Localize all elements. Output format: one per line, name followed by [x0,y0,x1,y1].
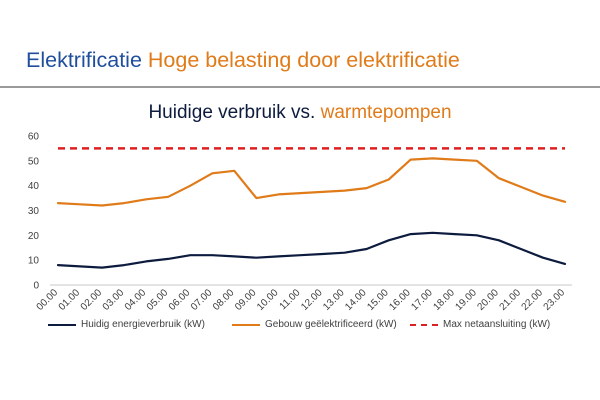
legend-item-electrified: Gebouw geëlektrificeerd (kW) [232,319,397,330]
legend-swatch-max [410,323,438,326]
x-tick-label: 01.00 [57,287,83,313]
x-tick-label: 15.00 [365,287,391,313]
legend-swatch-current [48,323,76,326]
legend-label-max: Max netaansluiting (kW) [443,319,551,330]
x-tick-label: 22.00 [520,287,546,313]
x-tick-label: 17.00 [409,287,435,313]
legend-item-current: Huidig energieverbruik (kW) [48,319,205,330]
chart-title: Huidige verbruik vs. warmtepompen [0,102,600,124]
slide-title: Elektrificatie Hoge belasting door elekt… [26,48,460,73]
x-tick-label: 11.00 [278,287,303,312]
series-line-1 [56,157,567,207]
x-tick-label: 19.00 [453,287,479,313]
legend-swatch-electrified [232,323,260,326]
y-tick-label: 50 [28,156,40,167]
legend-label-current: Huidig energieverbruik (kW) [81,319,205,330]
y-tick-label: 60 [28,132,40,143]
x-tick-label: 23.00 [542,287,568,313]
x-tick-label: 04.00 [123,287,149,313]
x-tick-label: 12.00 [299,287,325,313]
chart-legend: Huidig energieverbruik (kW) Gebouw geële… [0,319,600,339]
x-tick-label: 03.00 [101,287,127,313]
y-tick-label: 0 [33,281,39,292]
x-tick-label: 16.00 [387,287,413,313]
chart-title-part3: warmtepompen [320,102,452,123]
x-tick-label: 07.00 [189,287,215,313]
y-tick-label: 20 [28,231,40,242]
x-tick-label: 02.00 [79,287,105,313]
x-tick-label: 14.00 [343,287,369,313]
chart-title-part2: vs. [291,102,316,123]
x-tick-label: 20.00 [476,287,502,313]
legend-item-max: Max netaansluiting (kW) [410,319,550,330]
x-tick-label: 06.00 [167,287,193,313]
legend-label-electrified: Gebouw geëlektrificeerd (kW) [265,319,397,330]
x-tick-label: 13.00 [321,287,347,313]
slide-title-topic: Elektrificatie [26,48,142,72]
x-tick-label: 08.00 [211,287,237,313]
x-tick-label: 21.00 [498,287,524,313]
title-divider [0,86,600,88]
x-tick-label: 10.00 [255,287,281,313]
y-tick-label: 40 [28,181,40,192]
x-tick-label: 09.00 [233,287,259,313]
y-tick-label: 30 [28,206,40,217]
y-tick-label: 10 [28,256,40,267]
slide-title-subtitle: Hoge belasting door elektrificatie [147,48,460,72]
chart-title-part1: Huidige verbruik [148,102,286,123]
x-tick-label: 05.00 [145,287,171,313]
series-line-0 [56,231,567,269]
x-tick-label: 18.00 [431,287,457,313]
